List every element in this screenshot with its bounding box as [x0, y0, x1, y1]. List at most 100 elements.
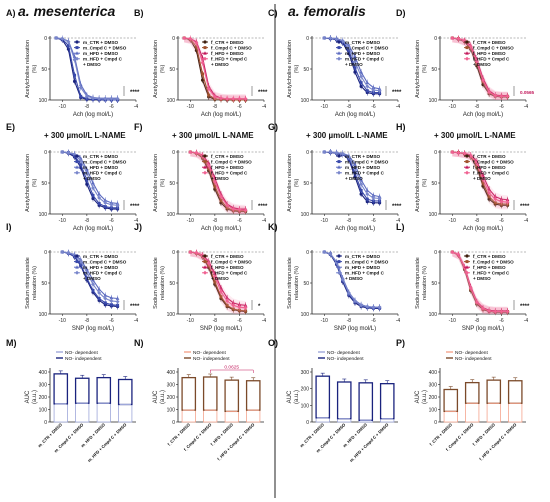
panel-label: I)	[6, 222, 12, 232]
panel-label: K)	[268, 222, 278, 232]
data-point	[219, 289, 223, 294]
y-tick-label: 400	[39, 370, 48, 376]
data-point	[212, 274, 217, 279]
y-tick-label: 0	[172, 420, 175, 426]
data-point	[334, 37, 339, 42]
data-point	[182, 36, 187, 40]
panel-label: G)	[268, 122, 278, 132]
data-point	[450, 250, 455, 254]
y-axis-label: relaxation (%)	[32, 266, 38, 300]
legend-entry: f_HFD + DMSO	[473, 265, 506, 270]
y-tick-label: 0	[172, 250, 175, 256]
x-tick-label: -8	[85, 218, 90, 224]
x-tick-label: -6	[237, 218, 242, 224]
legend-entry: + DMSO	[83, 62, 101, 67]
chart-panel-L: L) 0 50 100 -10 -8 -6 -4 SNP (log mol/L) Sodium n…	[396, 222, 530, 332]
data-point	[322, 36, 327, 40]
y-tick-label: 50	[41, 281, 47, 287]
legend-entry: f_CTR + DMSO	[211, 40, 244, 45]
x-tick-label: -8	[213, 318, 218, 324]
error-band	[190, 252, 246, 313]
significance-annotation: 0.0625	[224, 365, 239, 371]
data-point	[91, 193, 95, 197]
x-tick-label: -10	[321, 104, 328, 110]
chart-panel-H: H) + 300 µmol/L L-NAME 0 50 100 -10 -8 -6 -4 Ach …	[396, 122, 530, 232]
significance-annotation: ****	[520, 204, 530, 210]
x-tick-label: -8	[85, 318, 90, 324]
legend-entry: m_HFD + Cmpd C	[345, 171, 385, 176]
data-point	[85, 178, 89, 182]
legend-entry: f_Cmpd C + DMSO	[473, 259, 514, 264]
legend-entry: NO- dependent	[65, 350, 98, 356]
legend-entry: + DMSO	[473, 276, 491, 281]
y-axis-label: (%)	[422, 65, 428, 74]
x-tick-label: -6	[499, 218, 504, 224]
y-tick-label: 100	[301, 312, 310, 318]
data-point	[328, 251, 333, 256]
data-point	[462, 151, 467, 156]
data-point	[115, 96, 120, 101]
data-point	[505, 309, 510, 314]
data-point	[340, 151, 345, 156]
y-tick-label: 200	[167, 395, 176, 401]
data-point	[465, 51, 469, 55]
bar-no-dependent	[486, 402, 501, 423]
series-line	[190, 251, 246, 312]
y-tick-label: 300	[429, 383, 438, 389]
x-tick-label: -8	[347, 104, 352, 110]
y-tick-label: 100	[429, 98, 438, 104]
data-point	[468, 153, 473, 158]
error-band	[452, 38, 508, 100]
series-line	[452, 251, 508, 313]
bar-no-independent	[74, 377, 90, 404]
legend-entry: m_HFD + Cmpd C	[83, 171, 123, 176]
legend-entry: NO- independent	[327, 356, 364, 362]
legend-entry: m_Cmpd C + DMSO	[83, 45, 127, 50]
y-tick-label: 0	[434, 150, 437, 156]
y-tick-label: 100	[429, 212, 438, 218]
data-point	[465, 170, 469, 175]
data-point	[359, 303, 364, 308]
y-axis-label: AUC	[415, 390, 421, 403]
y-tick-label: 50	[303, 181, 309, 187]
x-tick-label: -4	[396, 104, 401, 110]
panel-label: N)	[134, 338, 144, 348]
legend-entry: m_HFD + Cmpd C	[83, 271, 123, 276]
y-tick-label: 0	[44, 250, 47, 256]
chart-panel-F: F) + 300 µmol/L L-NAME 0 50 100 -10 -8 -6 -4 Ach …	[134, 122, 268, 232]
data-point	[456, 150, 461, 155]
legend-entry: f_HFD + DMSO	[473, 51, 506, 56]
y-tick-label: 300	[167, 383, 176, 389]
legend-entry: m_CTR + DMSO	[83, 40, 119, 45]
legend-entry: + DMSO	[211, 276, 229, 281]
data-point	[203, 260, 207, 264]
category-label: f_HFD + Cmpd C + DMSO	[478, 422, 518, 462]
data-point	[337, 165, 341, 169]
data-point	[103, 293, 108, 297]
data-point	[85, 276, 89, 280]
y-tick-label: 100	[39, 312, 48, 318]
data-point	[75, 154, 79, 158]
lname-label: + 300 µmol/L L-NAME	[44, 131, 126, 140]
panel-label: D)	[396, 8, 406, 18]
legend-entry: m_CTR + DMSO	[345, 254, 381, 259]
y-tick-label: 0	[172, 150, 175, 156]
data-point	[359, 74, 364, 79]
y-axis-label: AUC	[153, 390, 159, 403]
data-point	[91, 288, 95, 292]
data-point	[365, 188, 370, 192]
y-axis-label: (%)	[32, 179, 38, 188]
data-point	[206, 86, 211, 91]
legend-entry: + DMSO	[211, 62, 229, 67]
legend-entry: f_HFD + DMSO	[211, 165, 244, 170]
data-point	[212, 94, 217, 99]
data-point	[203, 154, 207, 158]
x-axis-label: Ach (log mol/L)	[73, 112, 113, 118]
y-tick-label: 0	[434, 36, 437, 42]
data-point	[231, 303, 236, 308]
data-point	[78, 85, 83, 90]
error-band	[452, 252, 508, 314]
y-axis-label: Sodium nitroprusside	[415, 257, 421, 309]
data-point	[353, 70, 357, 74]
legend-entry: m_HFD + DMSO	[345, 51, 381, 56]
